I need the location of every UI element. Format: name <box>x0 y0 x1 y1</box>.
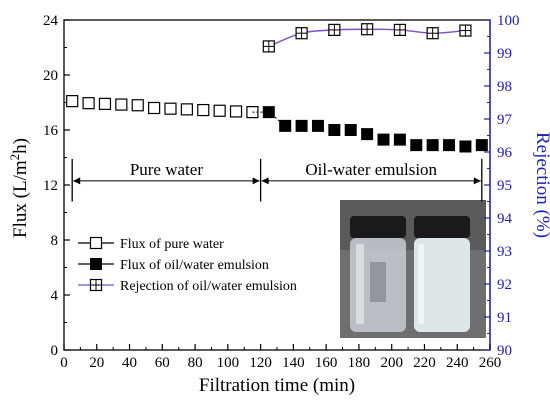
y-right-tick-label: 97 <box>497 112 513 128</box>
y-right-tick-label: 92 <box>497 277 512 293</box>
data-point <box>98 97 112 110</box>
y-right-tick-label: 99 <box>497 46 512 62</box>
x-tick-label: 40 <box>122 355 137 371</box>
data-point <box>475 139 488 152</box>
annotation-arrow-left <box>73 177 81 185</box>
y-left-axis-ticks: 0 4 8 12 16 20 24 <box>43 13 70 359</box>
series-2 <box>252 106 488 153</box>
data-point <box>311 119 324 132</box>
y-left-tick-label: 20 <box>43 68 58 84</box>
data-point <box>459 140 472 153</box>
data-point <box>115 98 128 111</box>
y-right-tick-label: 91 <box>497 310 512 326</box>
series-layer <box>66 23 488 153</box>
x-tick-label: 260 <box>479 355 502 371</box>
y-right-tick-label: 98 <box>497 79 512 95</box>
y-right-tick-label: 90 <box>497 343 512 359</box>
left-vial-reflection <box>370 262 386 302</box>
data-point <box>197 103 210 117</box>
data-point <box>164 102 177 115</box>
data-point <box>66 95 79 108</box>
annotations: Pure water Oil-water emulsion <box>71 158 483 202</box>
legend: Flux of pure water Flux of oil/water emul… <box>78 236 297 294</box>
y-right-tick-label: 95 <box>497 178 512 194</box>
data-point <box>295 119 308 132</box>
y-left-tick-label: 16 <box>43 123 59 139</box>
data-point <box>213 104 226 117</box>
y-right-axis-title: Rejection (%) <box>532 132 550 238</box>
legend-label: Flux of pure water <box>120 237 224 252</box>
y-right-tick-label: 93 <box>497 244 512 260</box>
data-point <box>344 124 357 136</box>
data-point <box>328 124 341 136</box>
left-vial-cap <box>350 216 406 238</box>
data-point <box>180 103 193 116</box>
data-point <box>131 99 144 112</box>
x-tick-label: 240 <box>446 355 469 371</box>
x-tick-label: 100 <box>217 355 240 371</box>
x-tick-label: 0 <box>60 355 68 371</box>
data-point <box>82 97 95 110</box>
x-axis-title: Filtration time (min) <box>199 375 355 396</box>
data-point <box>279 119 292 132</box>
y-left-title-end: h) <box>10 138 31 154</box>
y-right-tick-label: 100 <box>497 13 520 29</box>
data-point <box>393 133 406 146</box>
annotation-label: Pure water <box>130 160 204 179</box>
y-left-axis-title: Flux (L/m2h) <box>7 138 31 238</box>
y-right-axis-ticks: 90 91 92 93 94 95 96 97 98 99 100 <box>484 13 520 359</box>
right-vial-emulsion <box>414 238 470 332</box>
data-point <box>148 101 161 115</box>
legend-label: Rejection of oil/water emulsion <box>120 279 297 294</box>
data-point <box>377 133 390 146</box>
y-right-tick-label: 96 <box>497 145 513 161</box>
series-1 <box>66 95 259 119</box>
annotation-arrow-right <box>252 177 260 185</box>
data-point <box>361 128 374 141</box>
data-point <box>410 139 423 152</box>
y-left-tick-label: 8 <box>51 233 59 249</box>
right-vial-cap <box>414 216 470 238</box>
right-vial-highlight <box>418 244 424 324</box>
legend-marker <box>89 236 103 250</box>
data-point <box>229 105 243 118</box>
y-left-tick-label: 4 <box>51 288 59 304</box>
x-tick-label: 220 <box>413 355 436 371</box>
y-left-title-main: Flux (L/m <box>10 160 31 238</box>
x-tick-label: 200 <box>380 355 403 371</box>
annotation-arrow-right <box>473 177 481 185</box>
annotation-label: Oil-water emulsion <box>305 160 437 179</box>
x-tick-label: 60 <box>155 355 170 371</box>
y-left-tick-label: 12 <box>43 178 58 194</box>
x-tick-label: 120 <box>249 355 272 371</box>
legend-marker <box>90 258 102 270</box>
data-point <box>443 139 456 152</box>
data-point <box>262 106 275 119</box>
x-tick-label: 20 <box>89 355 104 371</box>
left-vial-highlight <box>356 244 364 324</box>
x-tick-label: 180 <box>348 355 371 371</box>
y-left-title-sup: 2 <box>7 154 22 161</box>
data-point <box>426 139 439 152</box>
x-tick-label: 140 <box>282 355 305 371</box>
series-3 <box>262 23 472 53</box>
x-axis-ticks: 0 20 40 60 80 100 120 140 160 180 200 220 240 260 <box>60 344 501 371</box>
x-tick-label: 160 <box>315 355 338 371</box>
photo-inset <box>340 200 486 338</box>
x-tick-label: 80 <box>188 355 203 371</box>
annotation-arrow-left <box>261 177 269 185</box>
y-right-tick-label: 94 <box>497 211 513 227</box>
y-left-tick-label: 24 <box>43 13 59 29</box>
y-left-tick-label: 0 <box>51 343 59 359</box>
legend-label: Flux of oil/water emulsion <box>120 258 269 273</box>
